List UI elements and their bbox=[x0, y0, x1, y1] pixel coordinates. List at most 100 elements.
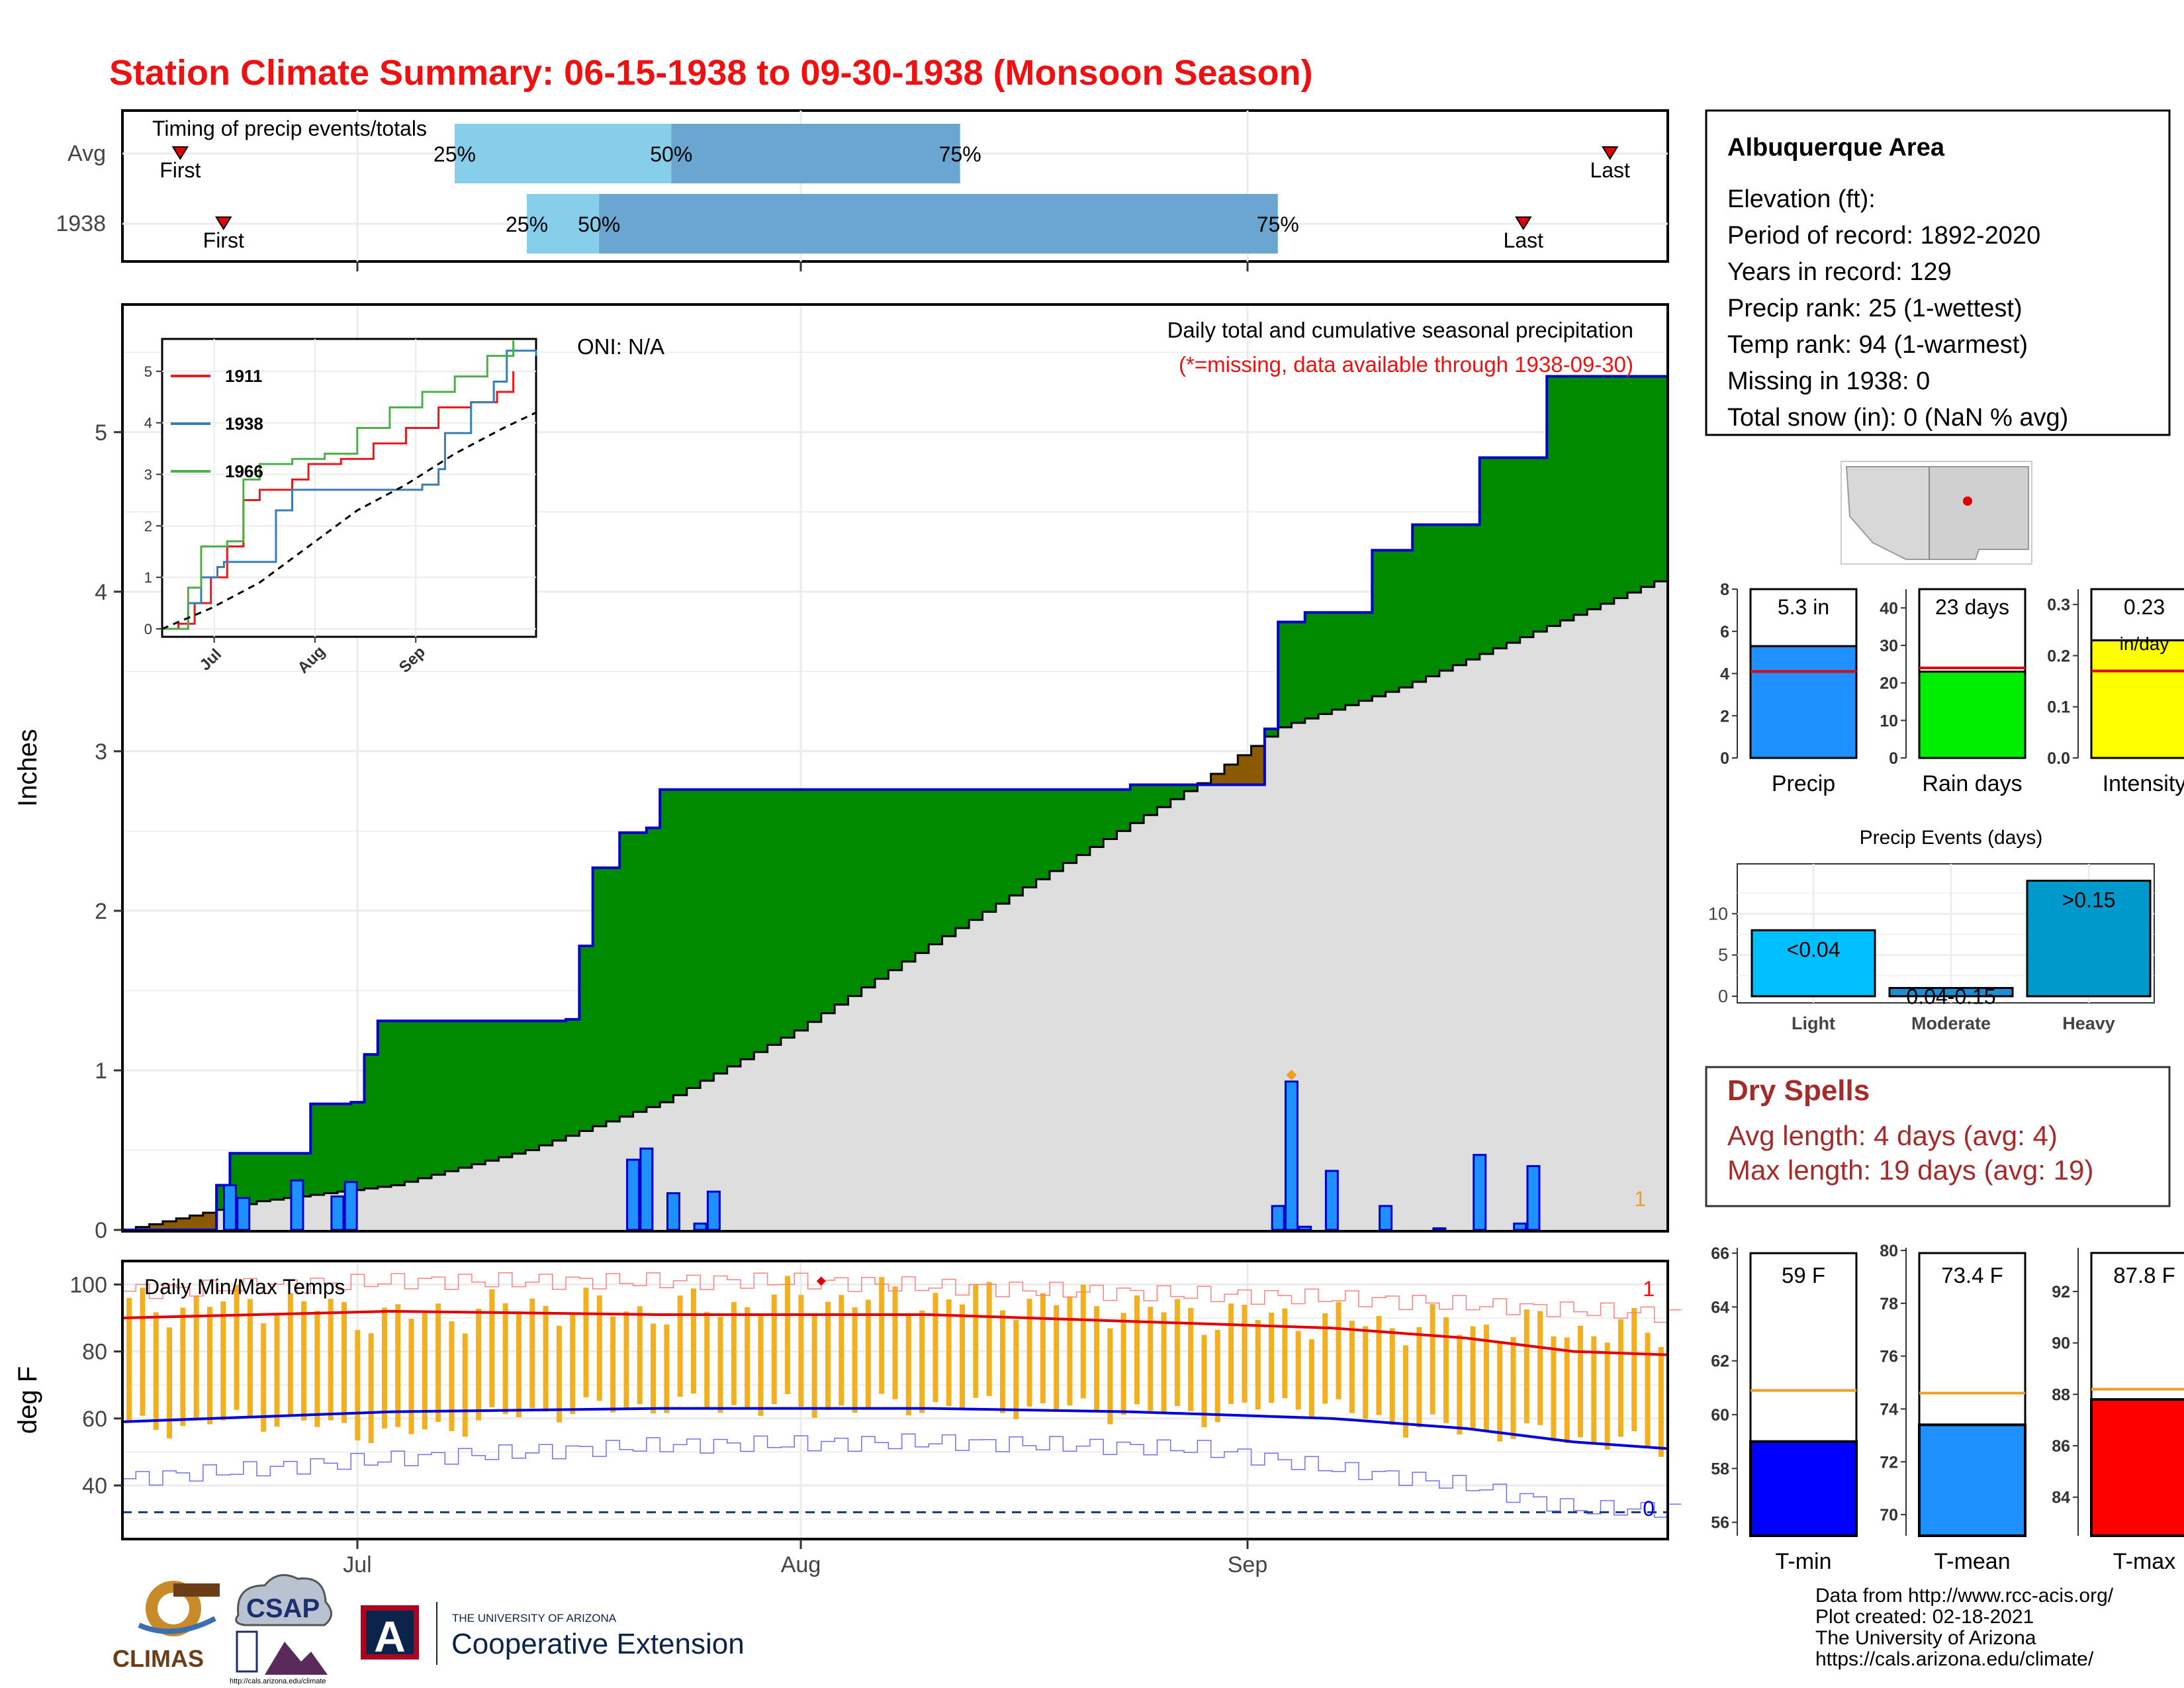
season-bar-value-label: 0.23 bbox=[2124, 595, 2165, 619]
timing-p25-label-1: 25% bbox=[506, 212, 548, 236]
daily-temp-range-bar bbox=[206, 1307, 212, 1425]
daily-temp-range-bar bbox=[960, 1304, 966, 1409]
daily-temp-range-bar bbox=[1457, 1335, 1463, 1435]
daily-temp-range-bar bbox=[879, 1277, 885, 1394]
surplus-area-segment bbox=[351, 1102, 365, 1190]
footer-credits: Data from http://www.rcc-acis.org/ Plot … bbox=[1815, 1585, 2114, 1670]
temp-ytick-label: 100 bbox=[69, 1272, 107, 1297]
surplus-area-segment bbox=[257, 1153, 271, 1201]
precip-heading: Daily total and cumulative seasonal prec… bbox=[1167, 318, 1633, 342]
surplus-area-segment bbox=[1439, 524, 1453, 671]
daily-temp-range-bar bbox=[852, 1307, 858, 1413]
daily-temp-range-bar bbox=[596, 1295, 602, 1401]
surplus-area-segment bbox=[1506, 457, 1521, 643]
surplus-area-segment bbox=[969, 789, 983, 920]
surplus-area-segment bbox=[767, 789, 782, 1045]
max-daily-marker bbox=[1286, 1069, 1297, 1080]
season-bar-tick-label: 0 bbox=[1889, 749, 1898, 768]
station-info-line: Period of record: 1892-2020 bbox=[1727, 222, 2040, 250]
daily-temp-range-bar bbox=[247, 1299, 253, 1418]
daily-temp-range-bar bbox=[677, 1295, 683, 1397]
daily-temp-range-bar bbox=[1188, 1307, 1194, 1411]
surplus-area-segment bbox=[821, 789, 835, 1013]
daily-temp-range-bar bbox=[234, 1285, 240, 1410]
timing-bar-q1-1 bbox=[527, 194, 600, 254]
daily-temp-range-bar bbox=[637, 1306, 643, 1405]
timing-p75-label-0: 75% bbox=[939, 142, 981, 166]
daily-precip-bar bbox=[666, 1192, 680, 1231]
daily-temp-range-bar bbox=[328, 1299, 334, 1421]
daily-precip-bar bbox=[1379, 1205, 1393, 1231]
daily-temp-range-bar bbox=[771, 1294, 777, 1405]
inset-series-line bbox=[162, 350, 537, 630]
season-bar-tick-label: 0.1 bbox=[2047, 698, 2070, 717]
timing-first-marker-0 bbox=[171, 146, 189, 160]
daily-temp-range-bar bbox=[274, 1313, 280, 1427]
timing-first-label-0: First bbox=[159, 158, 201, 182]
daily-temp-range-bar bbox=[623, 1311, 629, 1409]
daily-precip-bar bbox=[330, 1195, 345, 1231]
timing-last-marker-1 bbox=[1514, 216, 1532, 230]
surplus-area-segment bbox=[1063, 789, 1077, 863]
temp-bar-tick-label: 88 bbox=[2052, 1385, 2070, 1404]
daily-temp-range-bar bbox=[314, 1311, 320, 1427]
daily-temp-range-bar bbox=[462, 1333, 468, 1437]
surplus-area-segment bbox=[660, 789, 674, 1103]
daily-temp-range-bar bbox=[1201, 1335, 1207, 1428]
location-map bbox=[1841, 461, 2032, 565]
surplus-area-segment bbox=[901, 789, 916, 962]
surplus-area-segment bbox=[539, 1021, 553, 1146]
daily-temp-range-bar bbox=[785, 1276, 791, 1394]
daily-temp-range-bar bbox=[1214, 1330, 1220, 1423]
season-bar-Rain days bbox=[1918, 671, 2026, 759]
timing-bar-q1-0 bbox=[454, 124, 672, 183]
daily-temp-range-bar bbox=[1054, 1305, 1060, 1411]
daily-temp-range-bar bbox=[502, 1303, 508, 1415]
temp-bar-tick-label: 90 bbox=[2052, 1335, 2070, 1353]
daily-temp-range-bar bbox=[1107, 1328, 1113, 1425]
daily-temp-range-bar bbox=[529, 1298, 535, 1409]
daily-precip-bar bbox=[1473, 1154, 1487, 1231]
daily-precip-bar bbox=[1513, 1222, 1527, 1231]
season-bar-tick-label: 40 bbox=[1880, 599, 1898, 618]
station-location-dot bbox=[1963, 496, 1972, 506]
daily-temp-range-bar bbox=[489, 1289, 495, 1407]
csap-logo: CSAP http://cals.arizona.edu/climate bbox=[230, 1573, 332, 1685]
inset-legend-label: 1938 bbox=[225, 414, 263, 434]
daily-temp-range-bar bbox=[1242, 1305, 1248, 1403]
daily-temp-range-bar bbox=[570, 1313, 576, 1415]
surplus-area-segment bbox=[498, 1021, 513, 1158]
precip-events-title: Precip Events (days) bbox=[1860, 827, 2043, 849]
surplus-area-segment bbox=[243, 1153, 257, 1204]
timing-p50-label-1: 50% bbox=[578, 212, 620, 236]
daily-precip-bar bbox=[639, 1147, 654, 1231]
surplus-area-segment bbox=[1573, 376, 1588, 615]
surplus-area-segment bbox=[1412, 524, 1427, 682]
daily-temp-range-bar bbox=[1120, 1313, 1126, 1415]
surplus-area-segment bbox=[1318, 612, 1332, 714]
surplus-area-segment bbox=[552, 1021, 567, 1141]
events-ytick-label: 10 bbox=[1708, 904, 1728, 923]
daily-temp-range-bar bbox=[381, 1307, 387, 1429]
season-bar-category-label: Precip bbox=[1772, 771, 1835, 796]
missing-note: (*=missing, data available through 1938-… bbox=[1179, 352, 1633, 377]
season-bar-tick-label: 2 bbox=[1720, 707, 1729, 726]
temp-bar-category-label: T-mean bbox=[1934, 1549, 2010, 1574]
events-category-label: Light bbox=[1792, 1013, 1835, 1033]
deficit-area-segment bbox=[136, 1227, 150, 1230]
station-info-line: Temp rank: 94 (1-warmest) bbox=[1727, 331, 2028, 359]
season-bar-category-label: Intensity bbox=[2103, 771, 2184, 796]
deficit-area-segment bbox=[203, 1212, 217, 1230]
temp-ytick-label: 80 bbox=[82, 1340, 107, 1365]
surplus-area-segment bbox=[432, 1021, 445, 1175]
surplus-area-segment bbox=[1103, 789, 1118, 839]
inset-legend-label: 1911 bbox=[225, 366, 262, 386]
precip-panel: 0 1 2 3 4 5 Inches ONI: N/A Daily total and c… bbox=[13, 303, 1669, 1243]
daily-temp-range-bar bbox=[1658, 1346, 1664, 1457]
daily-temp-range-bar bbox=[690, 1288, 696, 1394]
daily-temp-range-bar bbox=[261, 1323, 267, 1432]
daily-temp-range-bar bbox=[1174, 1299, 1180, 1407]
surplus-area-segment bbox=[1385, 550, 1400, 692]
daily-temp-range-bar bbox=[717, 1317, 723, 1413]
events-bar-Moderate bbox=[1888, 987, 2014, 998]
